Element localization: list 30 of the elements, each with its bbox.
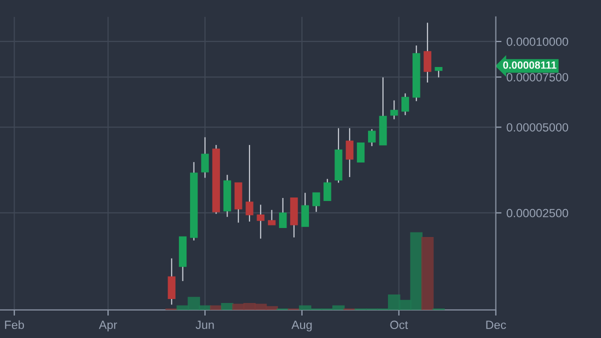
y-tick-label: 0.00007500 bbox=[506, 73, 568, 82]
x-tick-label: Apr bbox=[98, 320, 118, 332]
y-tick-label: 0.00010000 bbox=[506, 38, 568, 46]
candlestick bbox=[268, 209, 276, 226]
x-tick-label: Dec bbox=[486, 320, 506, 330]
candlestick bbox=[301, 192, 309, 227]
candlestick bbox=[401, 92, 410, 116]
y-tick-label: 0.00002500 bbox=[506, 208, 568, 218]
x-tick-label: Jun bbox=[196, 320, 214, 330]
candlestick bbox=[256, 204, 264, 240]
candlestick bbox=[246, 144, 254, 222]
candlestick bbox=[368, 128, 376, 147]
candlestick bbox=[390, 100, 398, 120]
bar bbox=[210, 305, 222, 310]
bar bbox=[421, 236, 434, 310]
candlestick bbox=[168, 258, 176, 306]
x-tick-label: Oct bbox=[390, 320, 408, 330]
candlestick bbox=[324, 178, 332, 202]
x-tick-label: Aug bbox=[291, 320, 312, 332]
candlestick bbox=[346, 128, 354, 178]
candlestick bbox=[424, 22, 432, 83]
candlestick bbox=[356, 142, 365, 163]
text: 0.00008111 bbox=[503, 61, 556, 69]
candlestick bbox=[434, 66, 442, 78]
candlestick bbox=[279, 197, 287, 228]
y-tick-label: 0.00005000 bbox=[506, 123, 568, 132]
bar bbox=[221, 303, 234, 310]
candlestick bbox=[312, 192, 320, 212]
x-tick-label: Feb bbox=[5, 320, 24, 330]
candlestick bbox=[201, 136, 209, 178]
